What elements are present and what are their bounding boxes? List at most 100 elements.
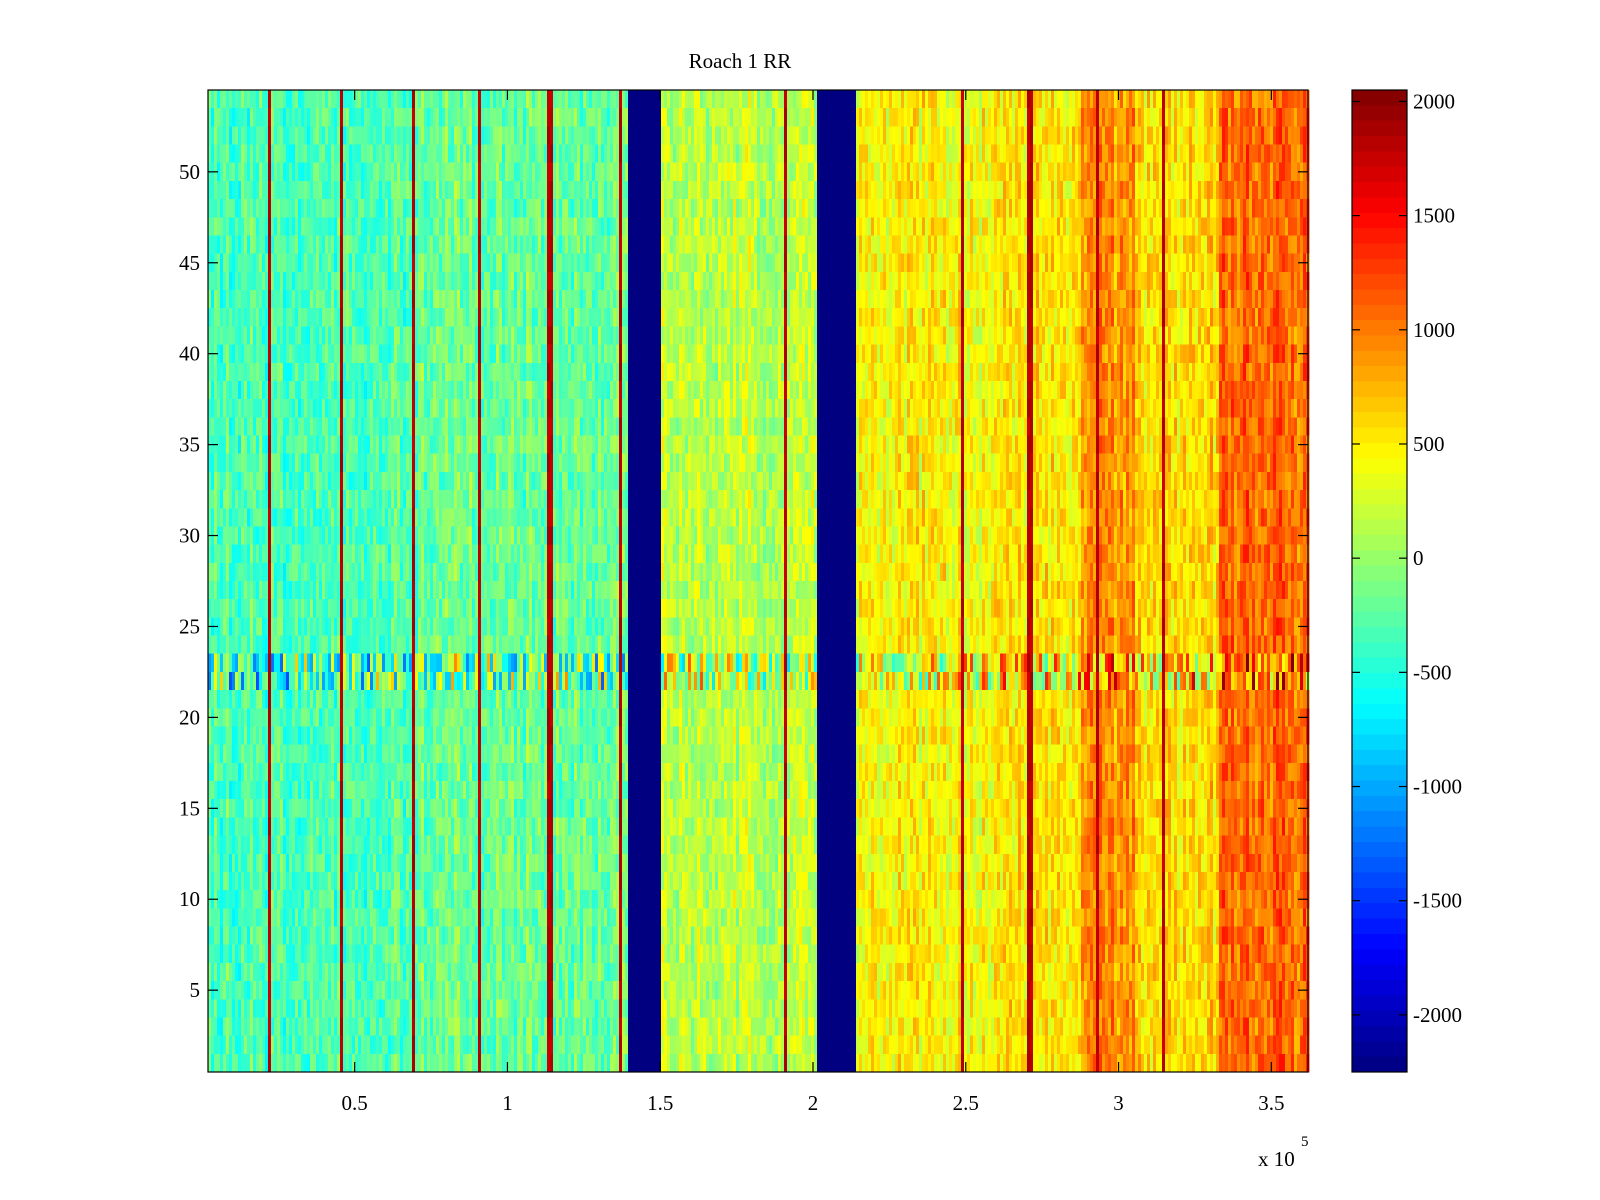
heatmap-cell (478, 817, 482, 837)
heatmap-cell (382, 690, 386, 709)
heatmap-cell (355, 435, 359, 455)
heatmap-cell (289, 490, 293, 509)
heatmap-cell (268, 744, 272, 764)
heatmap-cell (352, 726, 356, 746)
heatmap-cell (373, 108, 377, 127)
heatmap-cell (415, 235, 419, 255)
heatmap-cell (307, 871, 311, 891)
heatmap-cell (346, 944, 350, 964)
heatmap-cell (250, 90, 254, 109)
heatmap-cell (418, 471, 422, 491)
heatmap-cell (271, 508, 275, 528)
heatmap-cell (256, 126, 260, 146)
heatmap-cell (334, 180, 338, 200)
heatmap-cell (334, 453, 338, 473)
heatmap-cell (310, 781, 314, 800)
heatmap-cell (415, 708, 419, 728)
heatmap-cell (211, 471, 215, 491)
heatmap-cell (421, 508, 425, 528)
heatmap-cell (397, 162, 401, 182)
heatmap-cell (436, 581, 440, 600)
heatmap-cell (322, 853, 326, 873)
heatmap-cell (340, 908, 344, 928)
heatmap-cell (376, 944, 380, 964)
heatmap-cell (373, 399, 377, 418)
heatmap-cell (256, 162, 260, 182)
heatmap-cell (241, 471, 245, 491)
heatmap-cell (385, 744, 389, 764)
heatmap-cell (238, 962, 242, 982)
heatmap-cell (340, 890, 344, 909)
heatmap-cell (286, 562, 290, 582)
heatmap-cell (283, 490, 287, 509)
heatmap-cell (337, 217, 341, 237)
heatmap-cell (373, 1017, 377, 1037)
heatmap-cell (310, 671, 314, 691)
heatmap-cell (418, 399, 422, 418)
heatmap-cell (253, 962, 257, 982)
heatmap-cell (346, 653, 350, 673)
heatmap-cell (250, 326, 254, 346)
heatmap-cell (214, 908, 218, 928)
heatmap-cell (406, 817, 410, 837)
heatmap-cell (271, 1017, 275, 1037)
heatmap-cell (388, 871, 392, 891)
heatmap-cell (319, 599, 323, 618)
heatmap-cell (472, 781, 476, 800)
heatmap-cell (472, 671, 476, 691)
heatmap-cell (448, 890, 452, 909)
heatmap-cell (382, 144, 386, 164)
heatmap-cell (400, 653, 404, 673)
heatmap-cell (283, 199, 287, 218)
heatmap-cell (397, 690, 401, 709)
heatmap-cell (253, 581, 257, 600)
heatmap-cell (310, 635, 314, 655)
heatmap-cell (334, 817, 338, 837)
heatmap-cell (406, 453, 410, 473)
heatmap-cell (292, 781, 296, 800)
heatmap-cell (352, 162, 356, 182)
heatmap-cell (337, 726, 341, 746)
heatmap-cell (445, 1053, 449, 1073)
heatmap-cell (310, 490, 314, 509)
heatmap-cell (259, 944, 263, 964)
heatmap-cell (322, 871, 326, 891)
heatmap-cell (265, 999, 269, 1019)
heatmap-cell (295, 762, 299, 782)
heatmap-cell (337, 981, 341, 1000)
heatmap-cell (340, 217, 344, 237)
heatmap-cell (436, 799, 440, 819)
heatmap-cell (289, 1017, 293, 1037)
heatmap-cell (235, 199, 239, 218)
heatmap-cell (451, 653, 455, 673)
heatmap-cell (358, 890, 362, 909)
heatmap-cell (376, 326, 380, 346)
heatmap-cell (454, 690, 458, 709)
heatmap-cell (265, 671, 269, 691)
heatmap-cell (232, 526, 236, 546)
heatmap-cell (226, 471, 230, 491)
heatmap-cell (319, 253, 323, 273)
heatmap-cell (226, 835, 230, 855)
heatmap-cell (226, 962, 230, 982)
heatmap-cell (265, 271, 269, 291)
heatmap-cell (484, 326, 488, 346)
heatmap-cell (232, 708, 236, 728)
heatmap-cell (241, 380, 245, 400)
heatmap-cell (328, 617, 332, 637)
heatmap-cell (271, 690, 275, 709)
heatmap-cell (370, 617, 374, 637)
heatmap-cell (280, 435, 284, 455)
heatmap-cell (412, 708, 416, 728)
heatmap-cell (439, 90, 443, 109)
heatmap-cell (229, 490, 233, 509)
heatmap-cell (292, 217, 296, 237)
heatmap-cell (364, 199, 368, 218)
heatmap-cell (292, 635, 296, 655)
heatmap-cell (451, 817, 455, 837)
heatmap-cell (406, 526, 410, 546)
heatmap-cell (478, 744, 482, 764)
heatmap-cell (295, 235, 299, 255)
heatmap-cell (229, 199, 233, 218)
heatmap-cell (319, 762, 323, 782)
